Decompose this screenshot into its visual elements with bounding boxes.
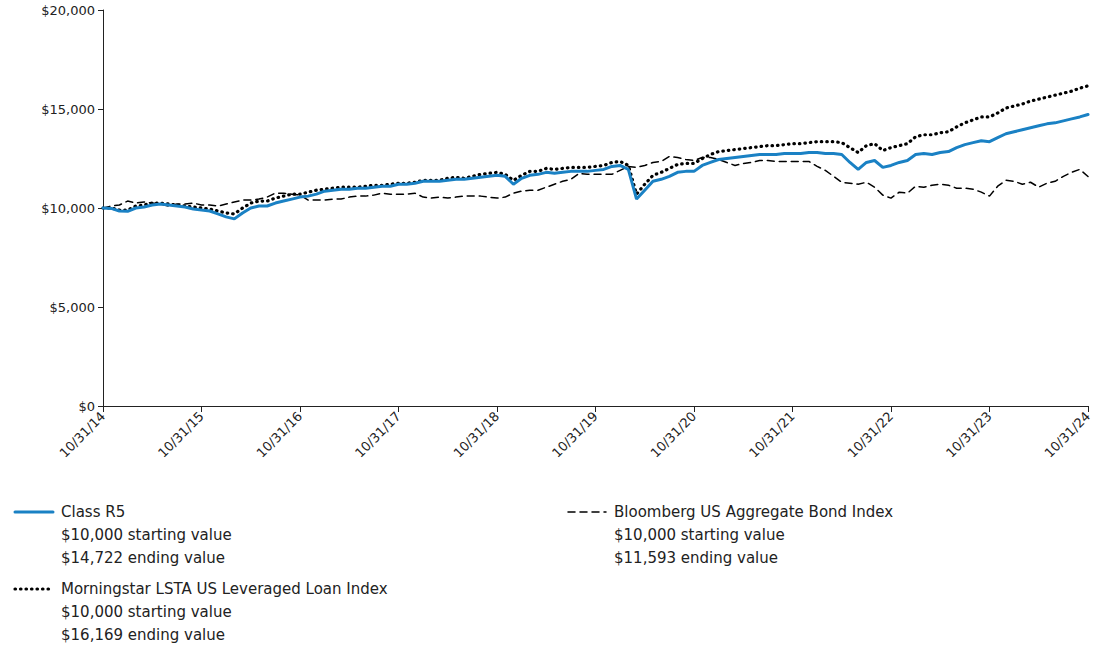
svg-text:$14,722 ending value: $14,722 ending value (61, 549, 225, 567)
svg-text:10/31/22: 10/31/22 (844, 409, 896, 461)
svg-text:$11,593 ending value: $11,593 ending value (614, 549, 778, 567)
svg-text:$10,000 starting value: $10,000 starting value (61, 526, 232, 544)
svg-text:10/31/21: 10/31/21 (746, 409, 798, 461)
svg-text:$15,000: $15,000 (41, 102, 95, 117)
svg-text:10/31/14: 10/31/14 (56, 409, 108, 461)
svg-text:10/31/19: 10/31/19 (549, 409, 601, 461)
svg-text:$16,169 ending value: $16,169 ending value (61, 626, 225, 644)
svg-text:10/31/16: 10/31/16 (253, 409, 305, 461)
svg-text:$5,000: $5,000 (50, 300, 96, 315)
svg-text:Class R5: Class R5 (61, 503, 125, 521)
svg-text:10/31/15: 10/31/15 (155, 409, 207, 461)
svg-text:10/31/23: 10/31/23 (943, 409, 995, 461)
svg-text:$20,000: $20,000 (41, 3, 95, 18)
svg-text:$10,000 starting value: $10,000 starting value (614, 526, 785, 544)
svg-text:$10,000: $10,000 (41, 201, 95, 216)
svg-text:10/31/24: 10/31/24 (1041, 409, 1093, 461)
svg-text:Morningstar LSTA US Leveraged: Morningstar LSTA US Leveraged Loan Index (61, 580, 388, 598)
svg-text:$0: $0 (78, 399, 95, 414)
svg-text:$10,000 starting value: $10,000 starting value (61, 603, 232, 621)
svg-text:10/31/17: 10/31/17 (352, 409, 404, 461)
svg-text:10/31/20: 10/31/20 (647, 409, 699, 461)
svg-text:Bloomberg US Aggregate Bond In: Bloomberg US Aggregate Bond Index (614, 503, 893, 521)
svg-text:10/31/18: 10/31/18 (450, 409, 502, 461)
